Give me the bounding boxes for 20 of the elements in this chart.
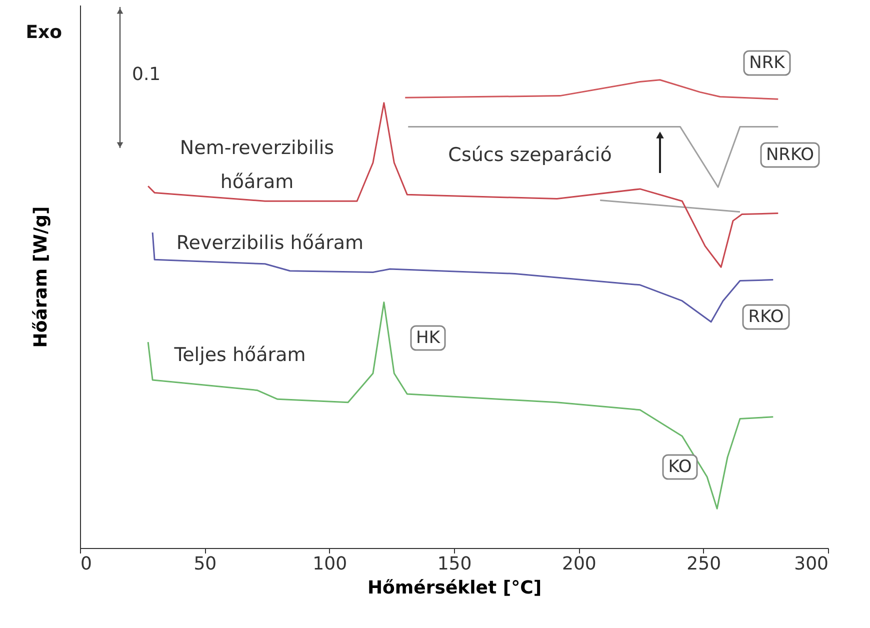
annotation: 0.1 — [132, 64, 161, 85]
x-tick-label: 300 — [794, 554, 828, 574]
x-tick-label: 250 — [686, 554, 722, 574]
x-tick-label: 200 — [562, 554, 596, 574]
annotation: Teljes hőáram — [173, 344, 306, 366]
text: Exo — [26, 22, 62, 43]
annotation: RKO — [748, 307, 784, 327]
annotation: Csúcs szeparáció — [448, 144, 612, 166]
annotation: KO — [668, 457, 692, 477]
y-axis-title: Hőáram [W/g] — [30, 206, 52, 348]
x-tick-label: 150 — [437, 554, 472, 574]
x-tick-label: 100 — [312, 554, 348, 574]
annotation: Reverzibilis hőáram — [176, 232, 364, 254]
annotation: Nem-reverzibilis hőáram — [180, 137, 334, 193]
x-axis-title: Hőmérséklet [°C] — [367, 578, 542, 598]
x-tick-label: 50 — [194, 554, 217, 574]
annotation: HK — [416, 328, 441, 348]
annotation: NRKO — [766, 145, 814, 165]
text: NRK — [749, 53, 786, 73]
x-tick-label: 0 — [80, 554, 92, 574]
